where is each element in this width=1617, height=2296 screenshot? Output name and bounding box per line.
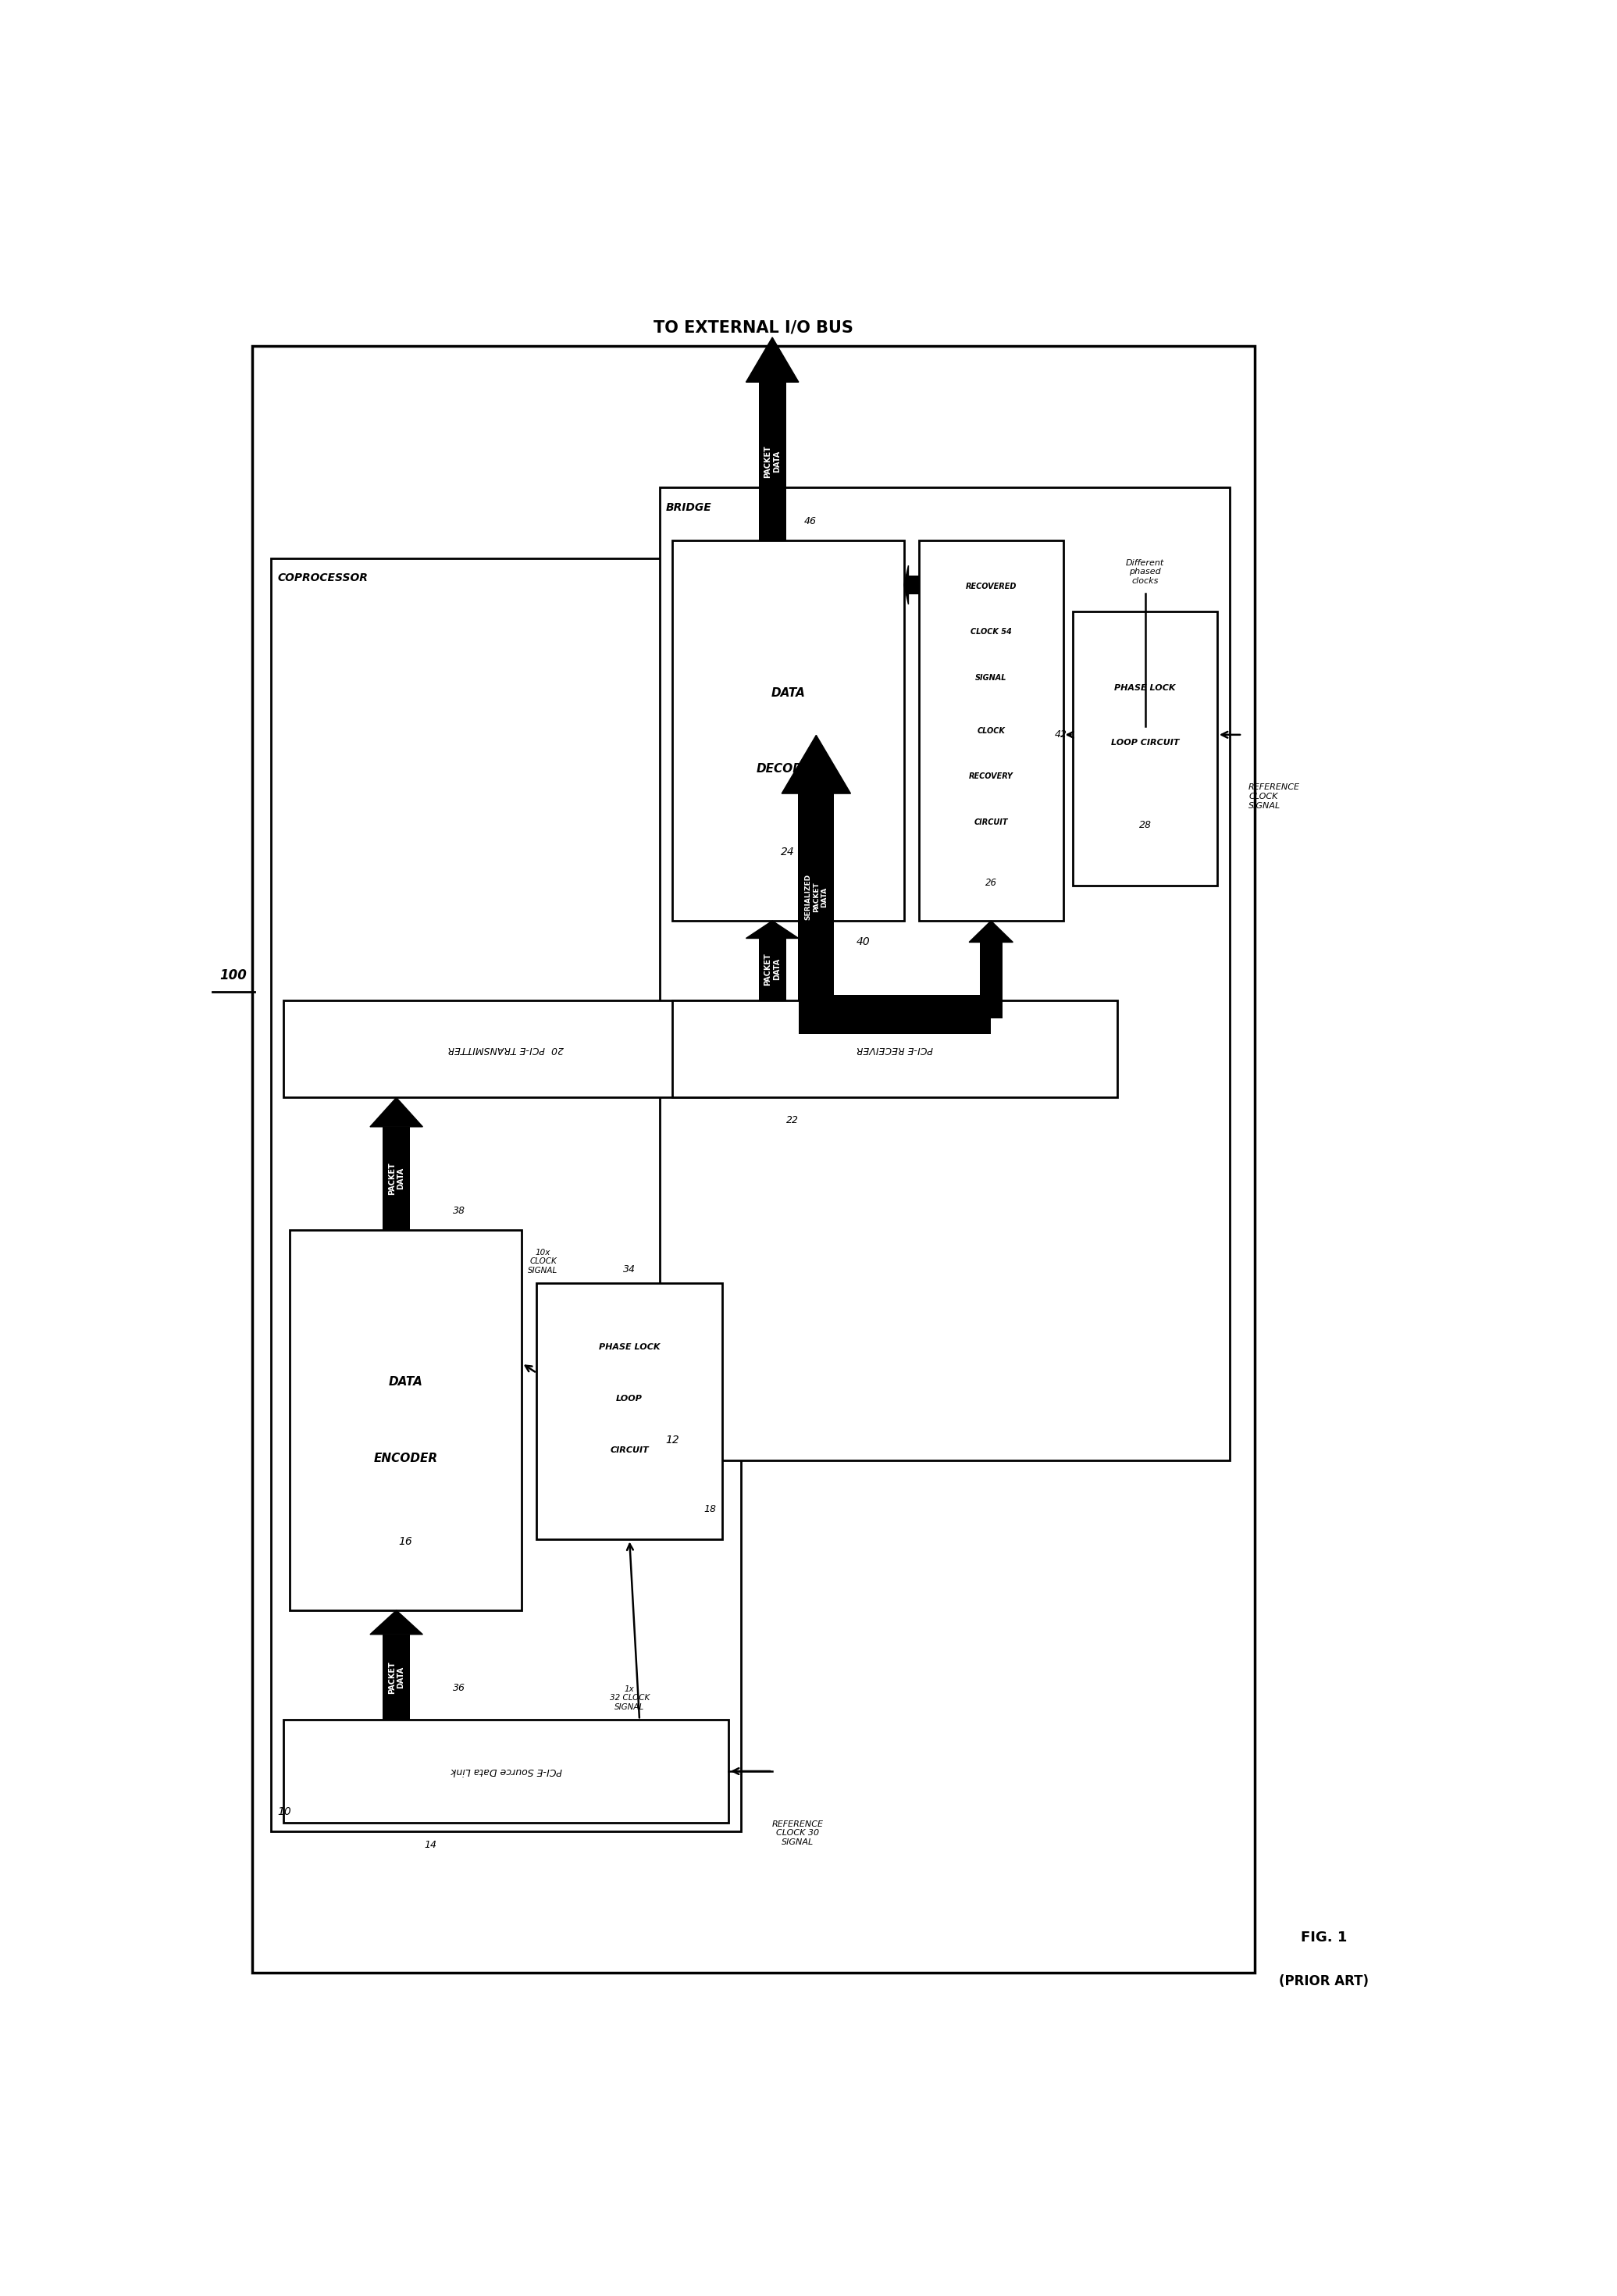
Bar <box>799 994 991 1033</box>
Polygon shape <box>745 338 799 381</box>
Bar <box>252 347 1255 1972</box>
Text: PACKET
DATA: PACKET DATA <box>763 445 781 478</box>
Text: 10: 10 <box>278 1807 291 1816</box>
Bar <box>383 1127 411 1231</box>
Text: ENCODER: ENCODER <box>374 1453 438 1465</box>
Bar <box>660 487 1229 1460</box>
Text: 24: 24 <box>781 847 796 859</box>
Bar <box>383 1635 411 1720</box>
Text: TO EXTERNAL I/O BUS: TO EXTERNAL I/O BUS <box>653 319 854 335</box>
Text: PCI-E Source Data Link: PCI-E Source Data Link <box>450 1766 561 1777</box>
Text: 46: 46 <box>804 517 817 526</box>
Text: DATA: DATA <box>771 687 805 698</box>
Text: PACKET
DATA: PACKET DATA <box>388 1162 404 1194</box>
Text: PACKET
DATA: PACKET DATA <box>763 953 781 985</box>
Text: SIGNAL: SIGNAL <box>975 673 1007 682</box>
Text: LOOP CIRCUIT: LOOP CIRCUIT <box>1111 739 1179 746</box>
Text: Different
phased
clocks: Different phased clocks <box>1125 558 1164 585</box>
Text: 10x
CLOCK
SIGNAL: 10x CLOCK SIGNAL <box>529 1249 558 1274</box>
Bar <box>283 1720 728 1823</box>
Bar <box>799 794 834 1001</box>
Text: PHASE LOCK: PHASE LOCK <box>1114 684 1176 691</box>
Polygon shape <box>370 1097 422 1127</box>
Polygon shape <box>904 565 909 604</box>
Text: 18: 18 <box>703 1504 716 1513</box>
Text: RECOVERY: RECOVERY <box>969 771 1014 781</box>
Text: CIRCUIT: CIRCUIT <box>973 817 1007 827</box>
Bar <box>1074 611 1218 886</box>
Text: CLOCK: CLOCK <box>977 728 1006 735</box>
Text: PACKET
DATA: PACKET DATA <box>388 1660 404 1694</box>
Text: (PRIOR ART): (PRIOR ART) <box>1279 1975 1368 1988</box>
Bar <box>673 1001 1117 1097</box>
Text: REFERENCE
CLOCK
SIGNAL: REFERENCE CLOCK SIGNAL <box>1248 783 1300 810</box>
Text: DECODER: DECODER <box>757 762 820 774</box>
Text: COPROCESSOR: COPROCESSOR <box>278 572 367 583</box>
Text: DATA: DATA <box>388 1375 424 1389</box>
Bar <box>909 576 918 595</box>
Text: RECOVERED: RECOVERED <box>965 583 1017 590</box>
Text: 16: 16 <box>399 1536 412 1548</box>
Text: 34: 34 <box>623 1265 635 1274</box>
Text: 12: 12 <box>666 1435 679 1446</box>
Bar <box>289 1231 522 1609</box>
Text: SERIALIZED
PACKET
DATA: SERIALIZED PACKET DATA <box>805 875 828 921</box>
Bar <box>283 1001 728 1097</box>
Text: 1x
32 CLOCK
SIGNAL: 1x 32 CLOCK SIGNAL <box>610 1685 650 1711</box>
Polygon shape <box>745 921 799 939</box>
Polygon shape <box>969 921 1012 941</box>
Polygon shape <box>781 735 851 794</box>
Text: REFERENCE
CLOCK 30
SIGNAL: REFERENCE CLOCK 30 SIGNAL <box>771 1821 823 1846</box>
Text: 44: 44 <box>804 976 817 987</box>
Text: CIRCUIT: CIRCUIT <box>610 1446 648 1453</box>
Text: 20  PCI-E TRANSMITTER: 20 PCI-E TRANSMITTER <box>448 1045 564 1054</box>
Text: PCI-E RECEIVER: PCI-E RECEIVER <box>855 1045 933 1054</box>
Text: PHASE LOCK: PHASE LOCK <box>598 1343 660 1352</box>
Text: 100: 100 <box>220 969 247 983</box>
Bar <box>272 558 741 1832</box>
Bar <box>537 1283 723 1541</box>
Text: 36: 36 <box>453 1683 466 1694</box>
Text: 26: 26 <box>985 877 996 889</box>
Text: CLOCK 54: CLOCK 54 <box>970 629 1012 636</box>
Text: 28: 28 <box>1138 820 1151 831</box>
Bar <box>758 939 786 1001</box>
Bar <box>758 381 786 542</box>
Text: 22: 22 <box>786 1116 799 1125</box>
Text: 40: 40 <box>857 937 870 948</box>
Text: FIG. 1: FIG. 1 <box>1300 1931 1347 1945</box>
Text: 14: 14 <box>425 1839 437 1851</box>
Text: 42: 42 <box>1054 730 1067 739</box>
Bar <box>673 542 904 921</box>
Bar <box>918 542 1062 921</box>
Bar <box>980 941 1003 1017</box>
Text: 38: 38 <box>453 1205 466 1217</box>
Text: BRIDGE: BRIDGE <box>666 503 711 512</box>
Polygon shape <box>370 1609 422 1635</box>
Text: LOOP: LOOP <box>616 1394 642 1403</box>
